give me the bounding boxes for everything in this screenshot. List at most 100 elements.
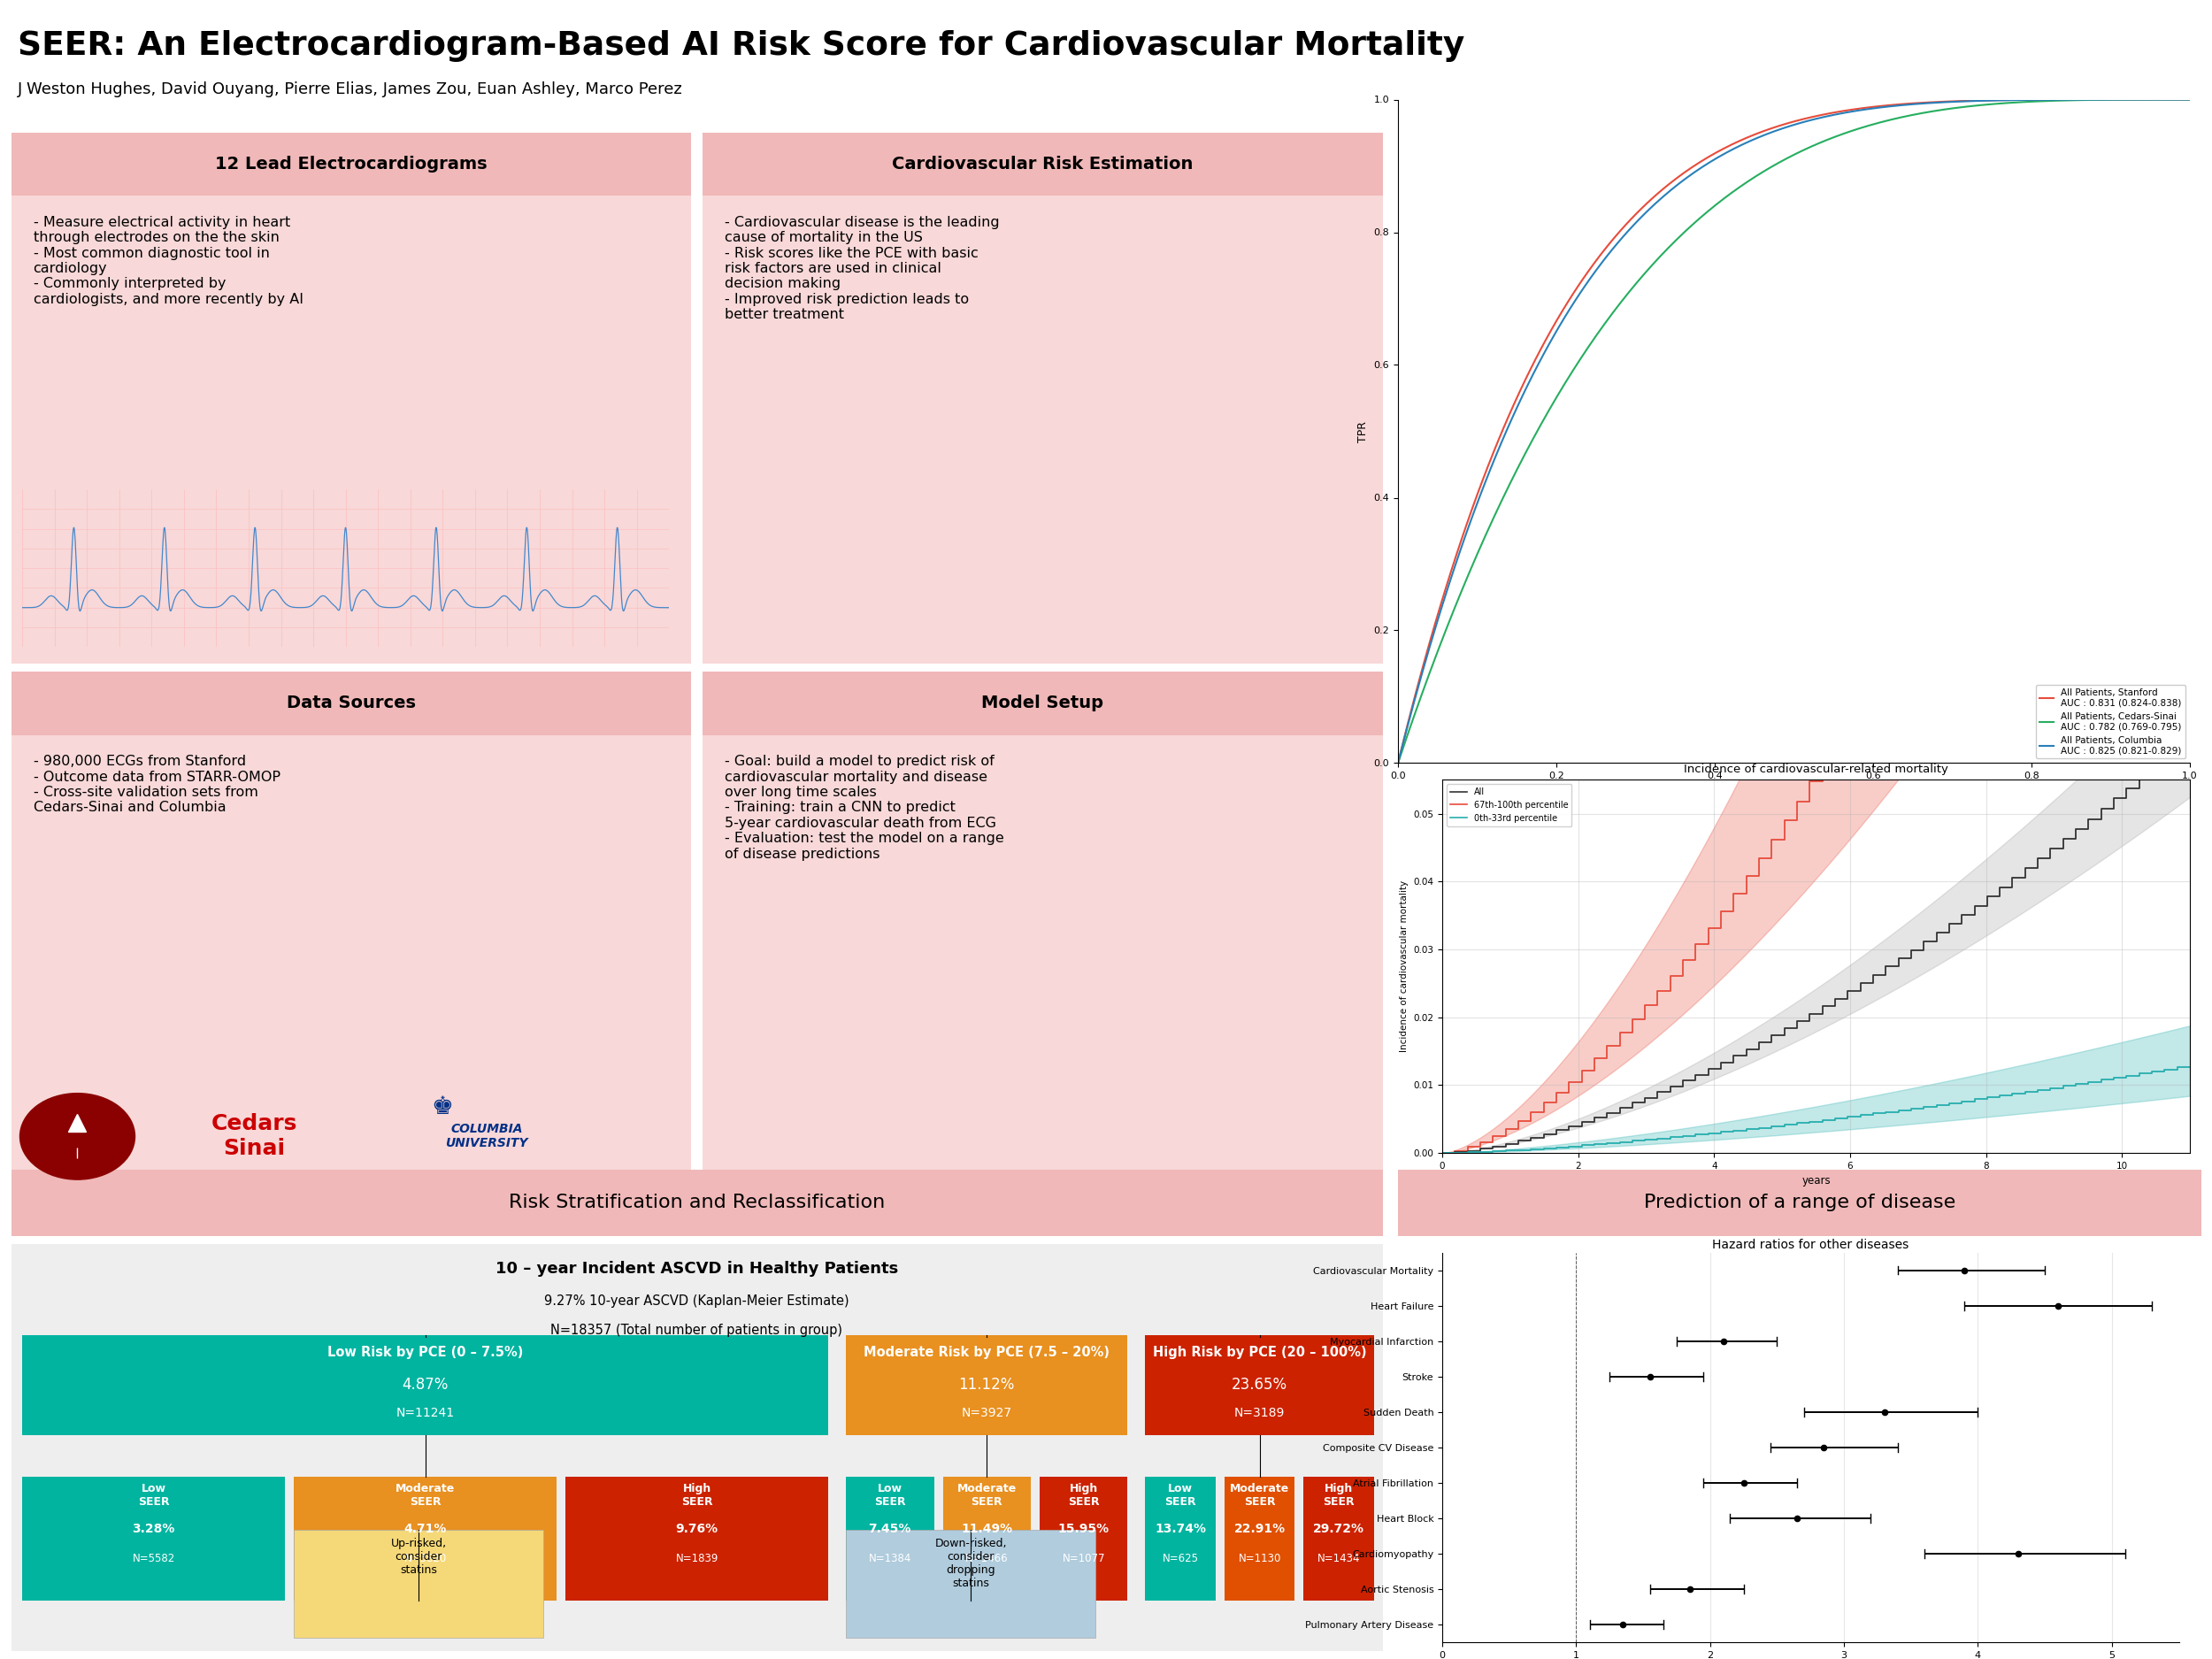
FancyBboxPatch shape xyxy=(1303,1477,1374,1601)
All Patients, Cedars-Sinai
AUC : 0.782 (0.769-0.795): (0.843, 0.999): 0.782 (0.769-0.795): (0.843, 0.999) xyxy=(2053,91,2079,111)
FancyBboxPatch shape xyxy=(566,1477,827,1601)
Text: N=5582: N=5582 xyxy=(133,1553,175,1564)
All Patients, Columbia
AUC : 0.825 (0.821-0.829): (0.843, 1): 0.825 (0.821-0.829): (0.843, 1) xyxy=(2053,90,2079,109)
All Patients, Columbia
AUC : 0.825 (0.821-0.829): (0.906, 1): 0.825 (0.821-0.829): (0.906, 1) xyxy=(2101,90,2128,109)
Text: Data Sources: Data Sources xyxy=(288,695,416,712)
Text: High
SEER: High SEER xyxy=(681,1483,712,1508)
Text: Moderate Risk by PCE (7.5 – 20%): Moderate Risk by PCE (7.5 – 20%) xyxy=(863,1345,1110,1359)
All Patients, Stanford
AUC : 0.831 (0.824-0.838): (0.00334, 0.0163): 0.831 (0.824-0.838): (0.00334, 0.0163) xyxy=(1387,742,1413,761)
Text: Moderate
SEER: Moderate SEER xyxy=(396,1483,456,1508)
Circle shape xyxy=(20,1093,135,1180)
FancyBboxPatch shape xyxy=(22,1477,285,1601)
Text: N=625: N=625 xyxy=(1161,1553,1199,1564)
All Patients, Cedars-Sinai
AUC : 0.782 (0.769-0.795): (0.595, 0.961): 0.782 (0.769-0.795): (0.595, 0.961) xyxy=(1856,116,1882,136)
FancyBboxPatch shape xyxy=(22,1335,827,1435)
Text: 23.65%: 23.65% xyxy=(1232,1377,1287,1394)
Text: SEER: An Electrocardiogram-Based AI Risk Score for Cardiovascular Mortality: SEER: An Electrocardiogram-Based AI Risk… xyxy=(18,30,1464,61)
Text: N=1384: N=1384 xyxy=(869,1553,911,1564)
All Patients, Cedars-Sinai
AUC : 0.782 (0.769-0.795): (1, 1): 0.782 (0.769-0.795): (1, 1) xyxy=(2177,90,2203,109)
FancyBboxPatch shape xyxy=(294,1477,557,1601)
Text: 11.12%: 11.12% xyxy=(958,1377,1015,1394)
Text: Low
SEER: Low SEER xyxy=(1166,1483,1197,1508)
Text: 11.49%: 11.49% xyxy=(960,1523,1013,1535)
FancyBboxPatch shape xyxy=(942,1477,1031,1601)
Text: N=1434: N=1434 xyxy=(1318,1553,1360,1564)
FancyBboxPatch shape xyxy=(845,1335,1128,1435)
All Patients, Columbia
AUC : 0.825 (0.821-0.829): (0.00334, 0.0157): 0.825 (0.821-0.829): (0.00334, 0.0157) xyxy=(1387,743,1413,763)
FancyBboxPatch shape xyxy=(703,672,1382,1211)
Text: Cardiovascular Risk Estimation: Cardiovascular Risk Estimation xyxy=(891,156,1192,173)
Text: N=3189: N=3189 xyxy=(1234,1407,1285,1418)
Line: All Patients, Cedars-Sinai
AUC : 0.782 (0.769-0.795): All Patients, Cedars-Sinai AUC : 0.782 (… xyxy=(1398,100,2190,763)
Text: 15.95%: 15.95% xyxy=(1057,1523,1108,1535)
FancyBboxPatch shape xyxy=(11,672,690,735)
Title: Hazard ratios for other diseases: Hazard ratios for other diseases xyxy=(1712,1239,1909,1251)
Text: 12 Lead Electrocardiograms: 12 Lead Electrocardiograms xyxy=(215,156,487,173)
Text: N=1077: N=1077 xyxy=(1062,1553,1106,1564)
Y-axis label: Incidence of cardiovascular mortality: Incidence of cardiovascular mortality xyxy=(1400,881,1409,1052)
X-axis label: FPR: FPR xyxy=(1783,785,1805,796)
Legend: All Patients, Stanford
AUC : 0.831 (0.824-0.838), All Patients, Cedars-Sinai
AUC: All Patients, Stanford AUC : 0.831 (0.82… xyxy=(2035,685,2185,758)
Text: - Cardiovascular disease is the leading
cause of mortality in the US
- Risk scor: - Cardiovascular disease is the leading … xyxy=(726,216,1000,322)
Text: N=1466: N=1466 xyxy=(964,1553,1009,1564)
Text: High
SEER: High SEER xyxy=(1323,1483,1354,1508)
Title: Incidence of cardiovascular-related mortality: Incidence of cardiovascular-related mort… xyxy=(1683,763,1949,775)
Text: 9.27% 10-year ASCVD (Kaplan-Meier Estimate): 9.27% 10-year ASCVD (Kaplan-Meier Estima… xyxy=(544,1294,849,1307)
All Patients, Cedars-Sinai
AUC : 0.782 (0.769-0.795): (0.592, 0.96): 0.782 (0.769-0.795): (0.592, 0.96) xyxy=(1854,116,1880,136)
Text: Low Risk by PCE (0 – 7.5%): Low Risk by PCE (0 – 7.5%) xyxy=(327,1345,522,1359)
Text: High Risk by PCE (20 – 100%): High Risk by PCE (20 – 100%) xyxy=(1152,1345,1367,1359)
FancyBboxPatch shape xyxy=(845,1477,933,1601)
FancyBboxPatch shape xyxy=(1146,1477,1217,1601)
All Patients, Cedars-Sinai
AUC : 0.782 (0.769-0.795): (0, 0): 0.782 (0.769-0.795): (0, 0) xyxy=(1385,753,1411,773)
All Patients, Stanford
AUC : 0.831 (0.824-0.838): (0.906, 1): 0.831 (0.824-0.838): (0.906, 1) xyxy=(2101,90,2128,109)
FancyBboxPatch shape xyxy=(294,1530,544,1637)
Text: Cedars
Sinai: Cedars Sinai xyxy=(212,1113,296,1160)
Text: N=3927: N=3927 xyxy=(962,1407,1013,1418)
All Patients, Cedars-Sinai
AUC : 0.782 (0.769-0.795): (0.612, 0.967): 0.782 (0.769-0.795): (0.612, 0.967) xyxy=(1869,111,1896,131)
FancyBboxPatch shape xyxy=(11,1244,1382,1651)
Text: Moderate
SEER: Moderate SEER xyxy=(958,1483,1018,1508)
Line: All Patients, Stanford
AUC : 0.831 (0.824-0.838): All Patients, Stanford AUC : 0.831 (0.82… xyxy=(1398,100,2190,763)
FancyBboxPatch shape xyxy=(703,672,1382,735)
Text: 4.87%: 4.87% xyxy=(403,1377,449,1394)
Line: All Patients, Columbia
AUC : 0.825 (0.821-0.829): All Patients, Columbia AUC : 0.825 (0.82… xyxy=(1398,100,2190,763)
Text: 22.91%: 22.91% xyxy=(1234,1523,1285,1535)
Text: Up-risked,
consider
statins: Up-risked, consider statins xyxy=(392,1538,447,1576)
Text: - Measure electrical activity in heart
through electrodes on the the skin
- Most: - Measure electrical activity in heart t… xyxy=(33,216,303,305)
All Patients, Cedars-Sinai
AUC : 0.782 (0.769-0.795): (0.906, 1): 0.782 (0.769-0.795): (0.906, 1) xyxy=(2101,90,2128,109)
FancyBboxPatch shape xyxy=(1146,1335,1374,1435)
All Patients, Columbia
AUC : 0.825 (0.821-0.829): (1, 1): 0.825 (0.821-0.829): (1, 1) xyxy=(2177,90,2203,109)
FancyBboxPatch shape xyxy=(1040,1477,1128,1601)
All Patients, Stanford
AUC : 0.831 (0.824-0.838): (0.595, 0.988): 0.831 (0.824-0.838): (0.595, 0.988) xyxy=(1856,98,1882,118)
Text: Down-risked,
consider
dropping
statins: Down-risked, consider dropping statins xyxy=(936,1538,1006,1589)
FancyBboxPatch shape xyxy=(845,1530,1095,1637)
Text: N=11241: N=11241 xyxy=(396,1407,453,1418)
Text: N=3820: N=3820 xyxy=(405,1553,447,1564)
Text: 3.28%: 3.28% xyxy=(133,1523,175,1535)
Text: Low
SEER: Low SEER xyxy=(874,1483,905,1508)
All Patients, Cedars-Sinai
AUC : 0.782 (0.769-0.795): (0.00334, 0.0119): 0.782 (0.769-0.795): (0.00334, 0.0119) xyxy=(1387,745,1413,765)
Y-axis label: TPR: TPR xyxy=(1358,421,1369,441)
Text: 29.72%: 29.72% xyxy=(1314,1523,1365,1535)
Text: J Weston Hughes, David Ouyang, Pierre Elias, James Zou, Euan Ashley, Marco Perez: J Weston Hughes, David Ouyang, Pierre El… xyxy=(18,81,684,98)
Text: High
SEER: High SEER xyxy=(1068,1483,1099,1508)
Text: Low
SEER: Low SEER xyxy=(137,1483,170,1508)
Text: 9.76%: 9.76% xyxy=(675,1523,719,1535)
FancyBboxPatch shape xyxy=(1225,1477,1294,1601)
Text: Risk Stratification and Reclassification: Risk Stratification and Reclassification xyxy=(509,1194,885,1211)
All Patients, Stanford
AUC : 0.831 (0.824-0.838): (0, 0): 0.831 (0.824-0.838): (0, 0) xyxy=(1385,753,1411,773)
All Patients, Columbia
AUC : 0.825 (0.821-0.829): (0.612, 0.988): 0.825 (0.821-0.829): (0.612, 0.988) xyxy=(1869,98,1896,118)
Text: Model Setup: Model Setup xyxy=(982,695,1104,712)
All Patients, Stanford
AUC : 0.831 (0.824-0.838): (0.592, 0.988): 0.831 (0.824-0.838): (0.592, 0.988) xyxy=(1854,98,1880,118)
Text: N=18357 (Total number of patients in group): N=18357 (Total number of patients in gro… xyxy=(551,1324,843,1337)
Text: N=1839: N=1839 xyxy=(675,1553,719,1564)
All Patients, Columbia
AUC : 0.825 (0.821-0.829): (0.595, 0.986): 0.825 (0.821-0.829): (0.595, 0.986) xyxy=(1856,100,1882,119)
Text: 7.45%: 7.45% xyxy=(869,1523,911,1535)
FancyBboxPatch shape xyxy=(11,672,690,1211)
Text: COLUMBIA
UNIVERSITY: COLUMBIA UNIVERSITY xyxy=(445,1123,529,1150)
Text: 10 – year Incident ASCVD in Healthy Patients: 10 – year Incident ASCVD in Healthy Pati… xyxy=(495,1261,898,1277)
Text: - Goal: build a model to predict risk of
cardiovascular mortality and disease
ov: - Goal: build a model to predict risk of… xyxy=(726,755,1004,861)
Text: Moderate
SEER: Moderate SEER xyxy=(1230,1483,1290,1508)
FancyBboxPatch shape xyxy=(11,133,690,196)
FancyBboxPatch shape xyxy=(11,133,690,664)
